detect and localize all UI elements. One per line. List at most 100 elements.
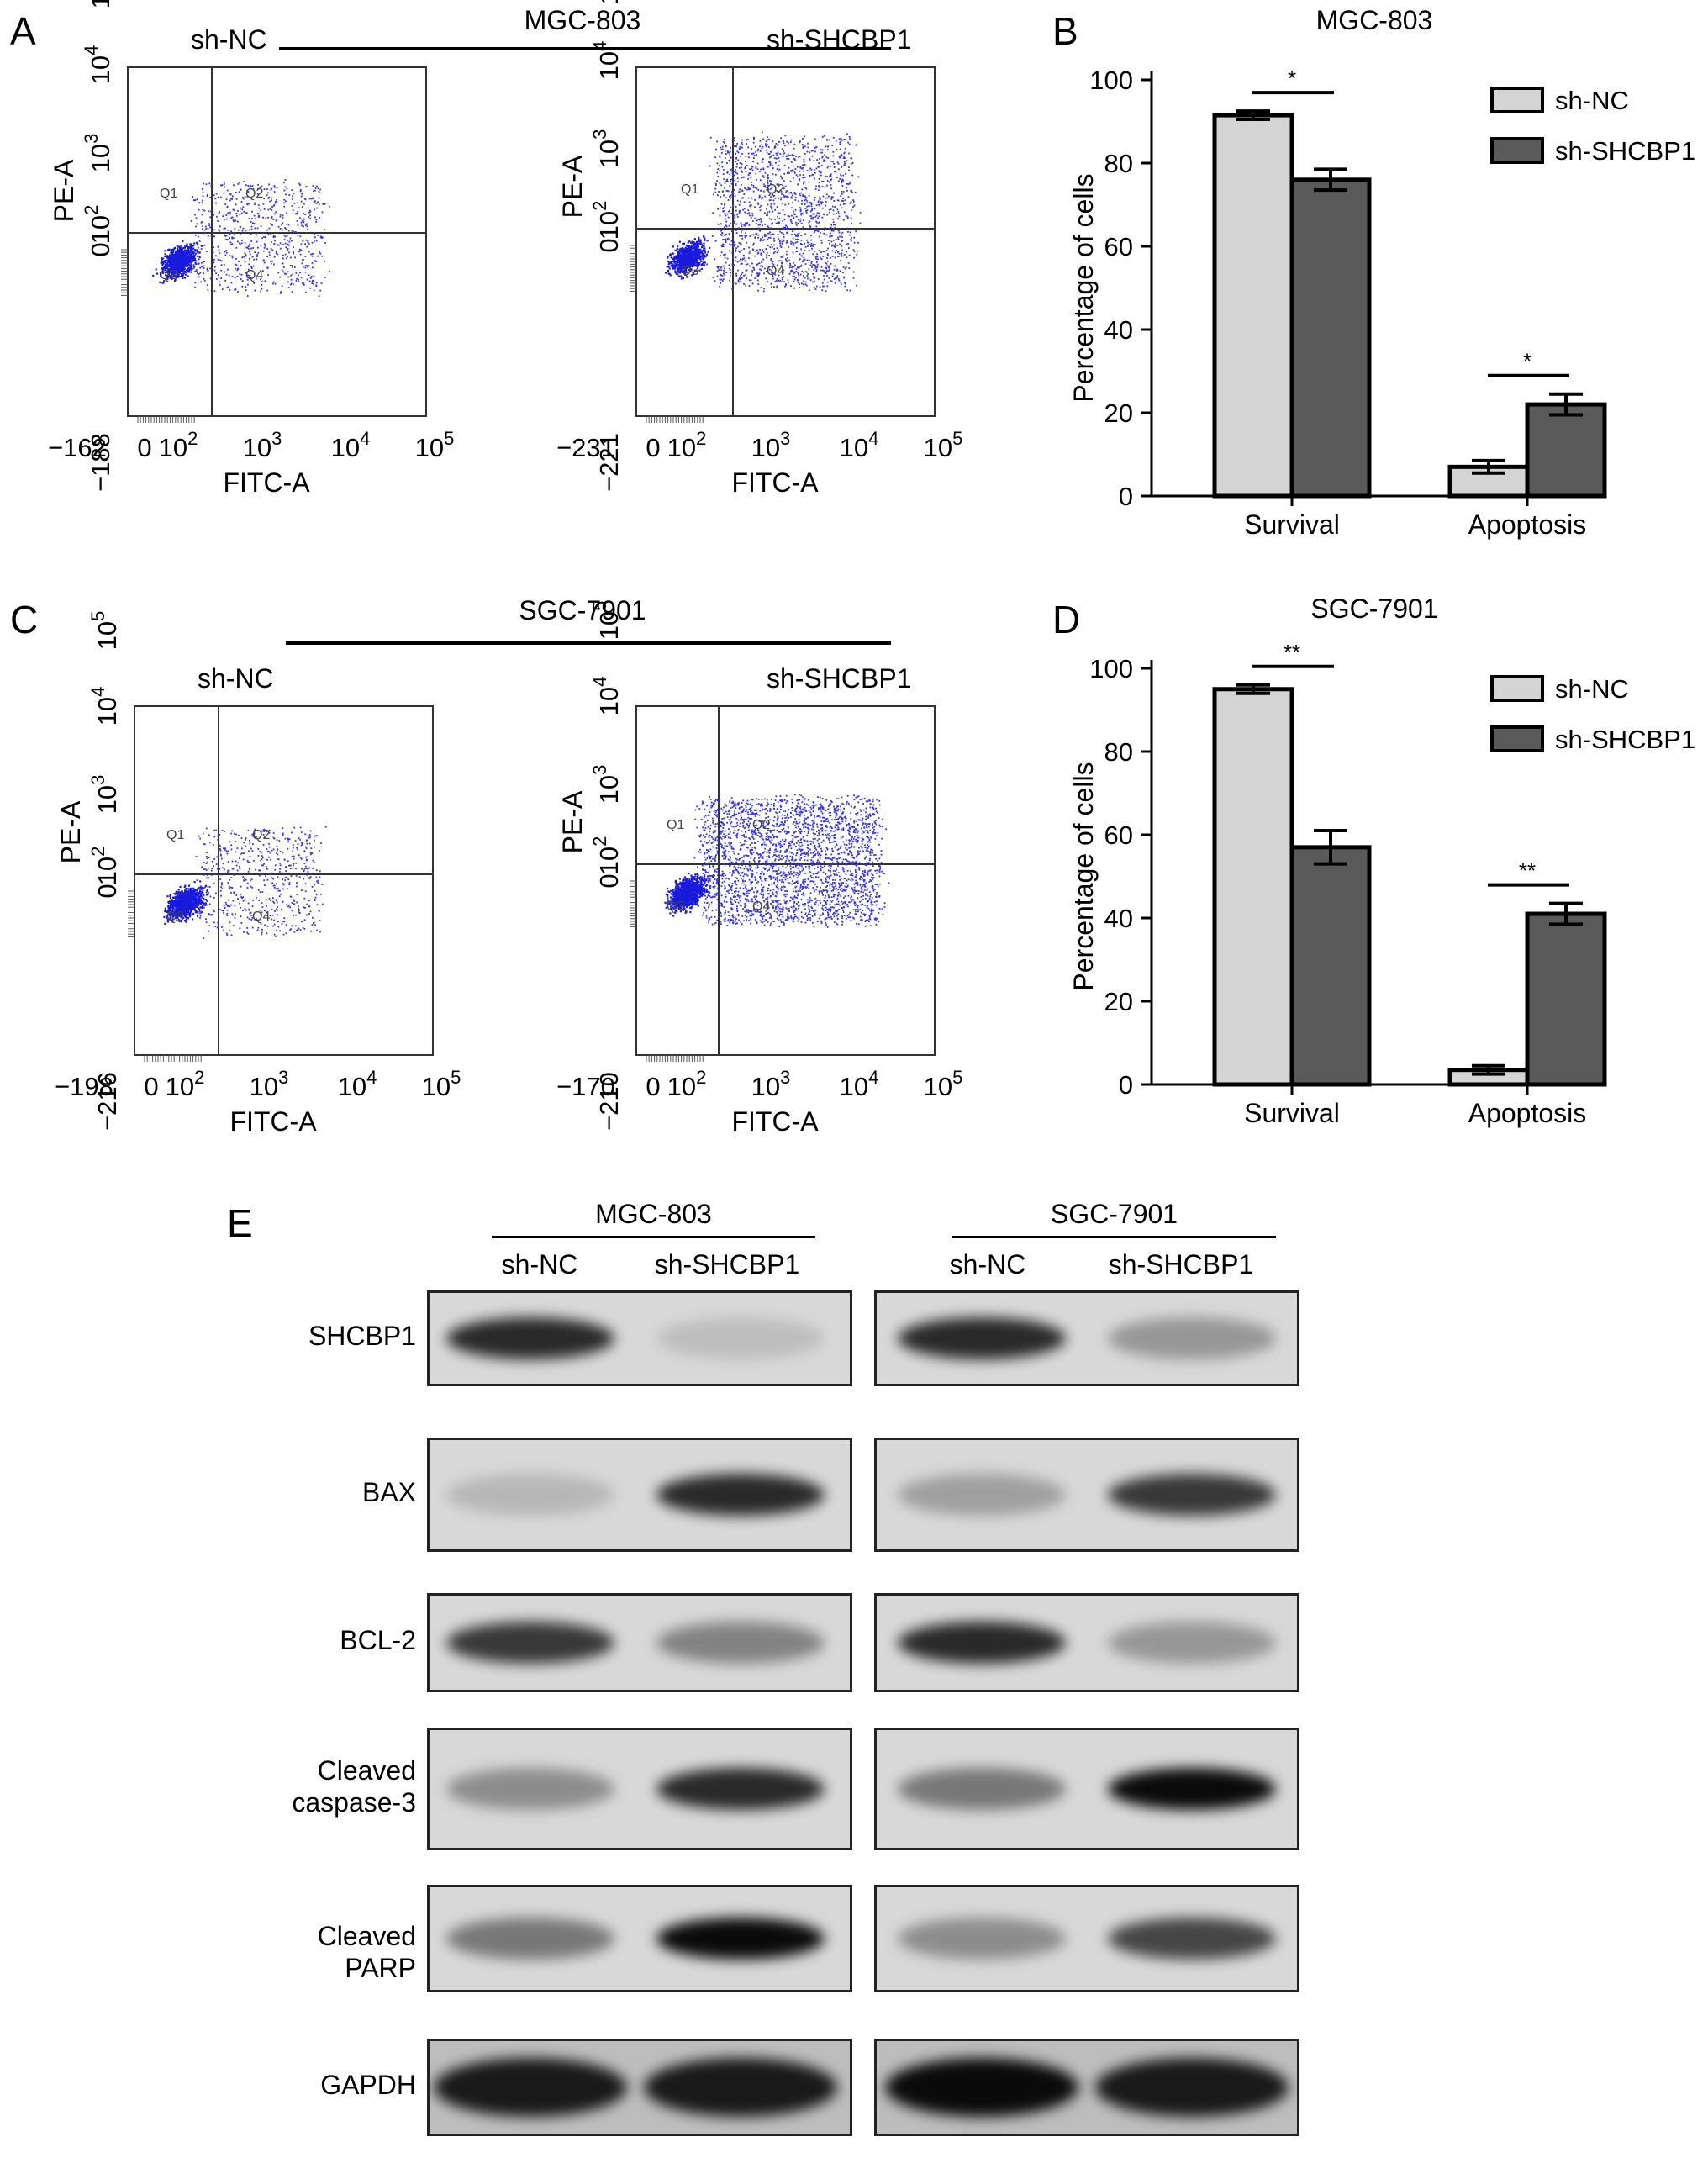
significance-label: ** bbox=[1284, 640, 1300, 665]
panel-label-d: D bbox=[1052, 598, 1081, 641]
x-tick-label: 104 bbox=[331, 428, 371, 462]
wb-band bbox=[446, 1918, 614, 1960]
x-tick-label: 103 bbox=[751, 1067, 791, 1101]
y-tick-label: 105 bbox=[81, 0, 115, 8]
y-tick-label: 103 bbox=[589, 129, 624, 169]
quadrant-label: Q3 bbox=[166, 910, 184, 924]
x-tick-label: 102 bbox=[667, 428, 707, 462]
axis-minor-ticks bbox=[630, 880, 704, 1062]
wb-band bbox=[1108, 1474, 1276, 1516]
x-tick-label: 105 bbox=[415, 428, 455, 462]
y-tick-label: 102 bbox=[81, 205, 115, 245]
wb-blot-gapdh bbox=[874, 2039, 1299, 2136]
bar-sh-SHCBP1-Survival bbox=[1289, 177, 1372, 499]
event-dots bbox=[152, 178, 330, 298]
wb-band bbox=[446, 1317, 614, 1359]
y-tick-label: 103 bbox=[589, 765, 624, 805]
x-tick-label: 104 bbox=[840, 428, 879, 462]
x-tick-label: −170 bbox=[556, 1072, 615, 1101]
bar-chart-mgc803: MGC-803 0 20 40 60 80 100 Percentage of cells Su… bbox=[1068, 5, 1695, 540]
x-tick-label: 0 bbox=[137, 433, 151, 462]
wb-blot-shcbp1 bbox=[874, 1290, 1299, 1386]
y-tick-label: 103 bbox=[81, 134, 115, 173]
cell-line-bracket bbox=[952, 1236, 1276, 1238]
wb-band bbox=[446, 1622, 614, 1664]
x-tick-label: 102 bbox=[166, 1067, 205, 1101]
wb-band bbox=[446, 1768, 614, 1810]
bar-sh-SHCBP1-Survival bbox=[1289, 845, 1372, 1087]
quadrant-label: Q1 bbox=[160, 187, 177, 201]
wb-band bbox=[1108, 1317, 1276, 1359]
y-tick-label: 0 bbox=[92, 884, 122, 898]
x-tick-label: 103 bbox=[751, 428, 791, 462]
plot-frame bbox=[134, 705, 434, 1056]
panel-label-a: A bbox=[10, 9, 36, 53]
plot-frame bbox=[635, 705, 936, 1056]
y-axis-label: PE-A bbox=[557, 155, 588, 218]
y-tick-label: 40 bbox=[1104, 904, 1133, 933]
x-tick-label: 0 bbox=[646, 1072, 660, 1101]
wb-band bbox=[434, 2058, 627, 2117]
x-tick-label: Survival bbox=[1244, 509, 1340, 540]
legend-swatch bbox=[1490, 675, 1544, 702]
quadrant-label: Q3 bbox=[681, 264, 698, 278]
x-tick-label: 102 bbox=[667, 1067, 707, 1101]
wb-band bbox=[656, 1474, 825, 1516]
wb-band bbox=[898, 1317, 1066, 1359]
wb-row-label: BAX bbox=[361, 1477, 416, 1507]
bar-sh-NC-Survival bbox=[1212, 687, 1294, 1087]
x-tick-label: 105 bbox=[924, 428, 963, 462]
quadrant-label: Q2 bbox=[252, 828, 270, 842]
y-axis-label: PE-A bbox=[55, 800, 86, 863]
x-tick-label: −231 bbox=[556, 433, 615, 462]
wb-blot-cleaved-caspase-3 bbox=[427, 1728, 852, 1850]
y-tick-label: 0 bbox=[594, 873, 624, 888]
quadrant-label: Q2 bbox=[767, 182, 784, 197]
y-axis-label: PE-A bbox=[557, 790, 588, 853]
y-tick-label: 0 bbox=[1119, 1070, 1133, 1100]
y-tick-label: 102 bbox=[589, 201, 624, 240]
y-tick-label: 60 bbox=[1104, 232, 1133, 261]
y-tick-label: 105 bbox=[87, 611, 122, 651]
wb-blot-bcl-2 bbox=[427, 1593, 852, 1692]
flow-group-label: sh-SHCBP1 bbox=[767, 24, 912, 55]
lane-label: sh-SHCBP1 bbox=[654, 1249, 800, 1279]
y-tick-label: 104 bbox=[81, 45, 115, 85]
legend-swatch bbox=[1490, 725, 1544, 752]
chart-title: SGC-7901 bbox=[1310, 594, 1437, 624]
wb-band bbox=[1108, 1918, 1276, 1960]
y-tick-label: −221 bbox=[594, 433, 624, 492]
x-tick-label: 105 bbox=[924, 1067, 963, 1101]
quadrant-label: Q1 bbox=[166, 828, 184, 842]
y-tick-label: 80 bbox=[1104, 149, 1133, 178]
x-axis-label: FITC-A bbox=[731, 1106, 819, 1137]
y-axis-label: Percentage of cells bbox=[1068, 762, 1099, 990]
y-tick-label: 40 bbox=[1104, 315, 1133, 345]
quadrant-label: Q1 bbox=[681, 182, 698, 197]
y-tick-label: 80 bbox=[1104, 737, 1133, 767]
x-axis-label: FITC-A bbox=[731, 467, 819, 498]
x-tick-label: 105 bbox=[422, 1067, 461, 1101]
bar-sh-SHCBP1-Apoptosis bbox=[1525, 402, 1607, 499]
wb-band bbox=[898, 1768, 1066, 1810]
wb-band bbox=[898, 1474, 1066, 1516]
wb-band bbox=[1108, 1622, 1276, 1664]
legend-label: sh-NC bbox=[1555, 674, 1629, 704]
y-tick-label: 104 bbox=[87, 687, 122, 726]
western-blot-panel: MGC-803 SGC-7901 sh-NC sh-SHCBP1 sh-NC s… bbox=[0, 1177, 1708, 2179]
axis-minor-ticks bbox=[630, 245, 704, 423]
quadrant-label: Q4 bbox=[252, 910, 270, 924]
lane-label: sh-SHCBP1 bbox=[1108, 1249, 1254, 1279]
wb-row-label: Cleaved caspase-3 bbox=[292, 1755, 416, 1818]
wb-row-label: SHCBP1 bbox=[308, 1321, 416, 1351]
quadrant-label: Q3 bbox=[667, 900, 684, 914]
wb-row-label: GAPDH bbox=[320, 2070, 416, 2100]
y-tick-label: 104 bbox=[589, 677, 624, 716]
x-tick-label: −198 bbox=[55, 1072, 113, 1101]
flow-group-label: sh-SHCBP1 bbox=[767, 663, 912, 694]
y-axis-label: PE-A bbox=[49, 159, 79, 222]
wb-band bbox=[656, 1918, 825, 1960]
quadrant-label: Q4 bbox=[767, 264, 784, 278]
